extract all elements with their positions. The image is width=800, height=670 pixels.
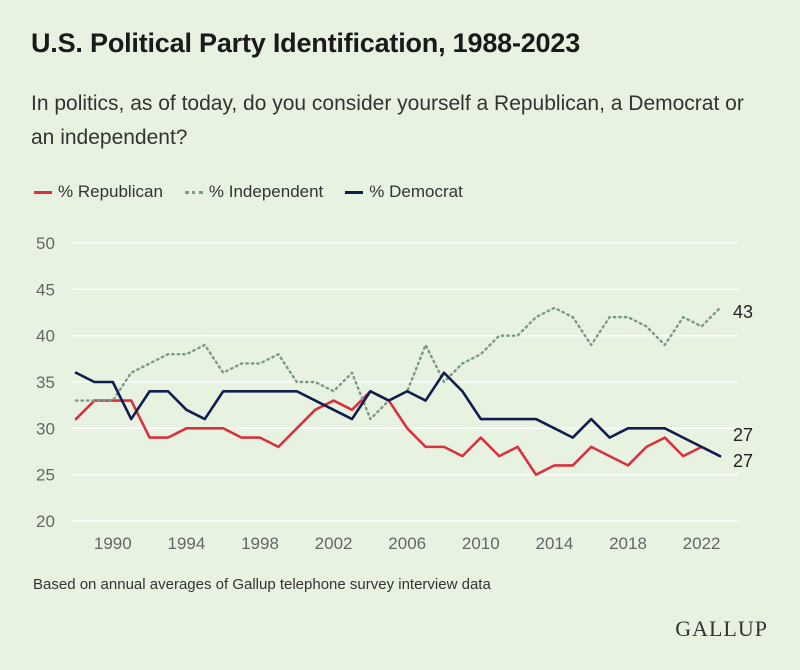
series-line-independent [74,306,722,421]
legend-item-democrat: % Democrat [345,182,463,202]
legend-item-independent: % Independent [184,182,324,202]
x-tick-label-2006: 2006 [388,534,426,553]
series-line-democrat [74,371,722,458]
legend-swatch-republican [34,190,52,194]
y-tick-label-50: 50 [36,234,55,253]
grid-layer [72,242,738,522]
chart-subtitle: In politics, as of today, do you conside… [31,92,744,149]
legend-swatch-democrat [345,190,364,194]
end-label-republican: 27 [733,425,753,445]
y-tick-label-30: 30 [36,419,55,438]
legend-label-independent: % Independent [208,182,324,201]
legend-label-democrat: % Democrat [369,182,463,201]
x-tick-label-1990: 1990 [94,534,132,553]
chart-title: U.S. Political Party Identification, 198… [31,28,581,58]
y-tick-label-20: 20 [36,512,55,531]
end-label-democrat: 27 [733,451,753,471]
x-tick-label-1994: 1994 [167,534,205,553]
x-tick-label-2010: 2010 [462,534,500,553]
gallup-logo: GALLUP [675,616,768,641]
x-tick-label-1998: 1998 [241,534,279,553]
x-tick-label-2018: 2018 [609,534,647,553]
legend-item-republican: % Republican [34,182,163,202]
source-note: Based on annual averages of Gallup telep… [33,576,491,593]
x-tick-label-2022: 2022 [683,534,721,553]
legend-label-republican: % Republican [58,182,163,201]
series-line-republican [74,389,722,476]
legend-swatch-independent [184,190,203,194]
y-axis-ticks: 20 25 30 35 40 45 50 [36,234,55,531]
end-label-independent: 43 [733,302,753,322]
series-layer [74,306,722,476]
x-tick-label-2002: 2002 [315,534,353,553]
y-tick-label-35: 35 [36,373,55,392]
y-tick-label-45: 45 [36,280,55,299]
y-tick-label-25: 25 [36,466,55,485]
y-tick-label-40: 40 [36,327,55,346]
end-labels: 27 43 27 [733,302,753,471]
legend: % Republican % Independent % Democrat [34,182,485,202]
x-axis-ticks: 1990 1994 1998 2002 2006 2010 2014 2018 2022 [94,534,721,553]
x-tick-label-2014: 2014 [535,534,573,553]
